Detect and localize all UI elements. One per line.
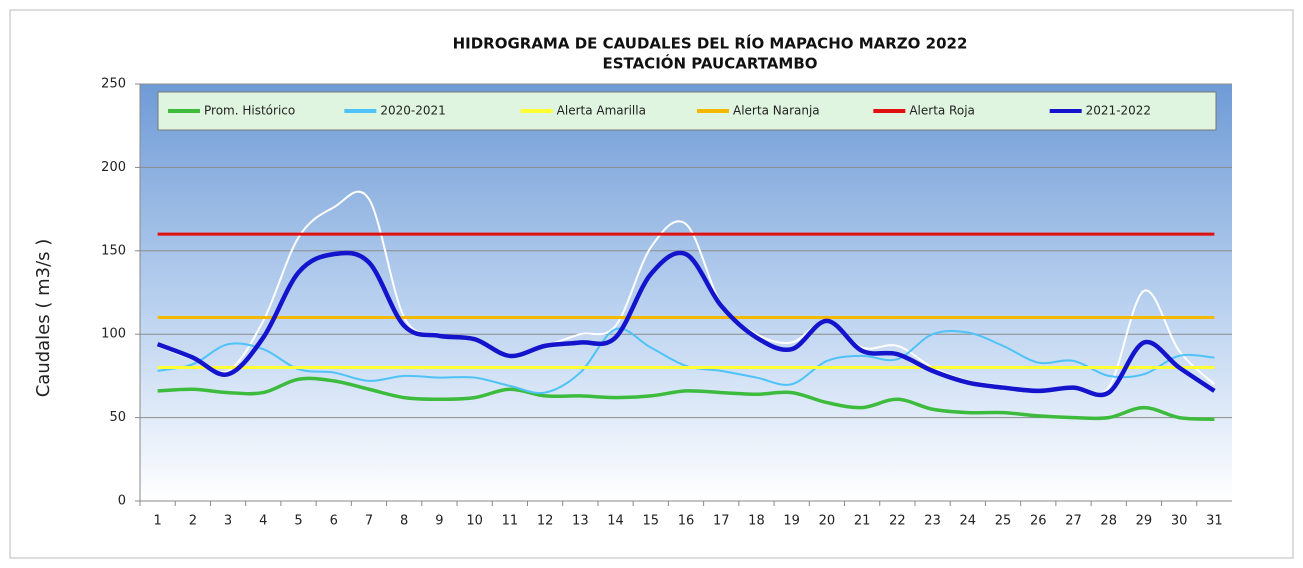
legend-label: 2021-2022 [1086, 104, 1151, 118]
legend-label: Alerta Naranja [733, 104, 820, 118]
y-tick-label: 50 [109, 410, 126, 425]
x-tick-label: 31 [1206, 514, 1223, 529]
x-tick-label: 10 [466, 514, 483, 529]
y-tick-label: 150 [101, 243, 126, 258]
x-tick-label: 27 [1065, 514, 1082, 529]
series-line [157, 376, 1215, 422]
x-tick-label: 29 [1136, 514, 1153, 529]
x-tick-label: 15 [643, 514, 660, 529]
x-tick-label: 7 [365, 514, 373, 529]
x-tick-label: 26 [1030, 514, 1047, 529]
chart-title: HIDROGRAMA DE CAUDALES DEL RÍO MAPACHO M… [453, 34, 968, 53]
legend [157, 91, 1217, 131]
x-tick-label: 4 [259, 514, 267, 529]
x-tick-label: 5 [294, 514, 302, 529]
x-tick-label: 1 [153, 514, 161, 529]
y-tick-label: 250 [101, 77, 126, 92]
y-axis-label: Caudales ( m3/s ) [33, 239, 54, 398]
y-tick-label: 200 [101, 160, 126, 175]
x-tick-label: 30 [1171, 514, 1188, 529]
x-tick-label: 13 [572, 514, 589, 529]
y-tick-label: 100 [101, 327, 126, 342]
legend-label: Prom. Histórico [204, 104, 295, 118]
legend-label: Alerta Roja [909, 104, 975, 118]
legend-label: Alerta Amarilla [557, 104, 646, 118]
chart-subtitle: ESTACIÓN PAUCARTAMBO [602, 54, 817, 73]
x-tick-label: 24 [960, 514, 977, 529]
x-tick-label: 25 [995, 514, 1012, 529]
x-tick-label: 9 [435, 514, 443, 529]
x-tick-label: 17 [713, 514, 730, 529]
x-tick-label: 20 [819, 514, 836, 529]
x-tick-label: 28 [1100, 514, 1117, 529]
legend-label: 2020-2021 [380, 104, 445, 118]
x-tick-label: 22 [889, 514, 906, 529]
x-tick-label: 19 [783, 514, 800, 529]
series-line [157, 327, 1215, 395]
x-tick-label: 16 [678, 514, 695, 529]
x-tick-label: 6 [330, 514, 338, 529]
x-tick-label: 21 [854, 514, 871, 529]
plot-area [140, 84, 1232, 501]
x-tick-label: 3 [224, 514, 232, 529]
x-tick-label: 12 [537, 514, 554, 529]
x-tick-label: 23 [924, 514, 941, 529]
series-line [156, 250, 1216, 398]
x-tick-label: 8 [400, 514, 408, 529]
y-tick-label: 0 [118, 494, 126, 509]
x-tick-label: 11 [502, 514, 519, 529]
x-tick-label: 2 [189, 514, 197, 529]
x-tick-label: 14 [607, 514, 624, 529]
x-tick-label: 18 [748, 514, 765, 529]
